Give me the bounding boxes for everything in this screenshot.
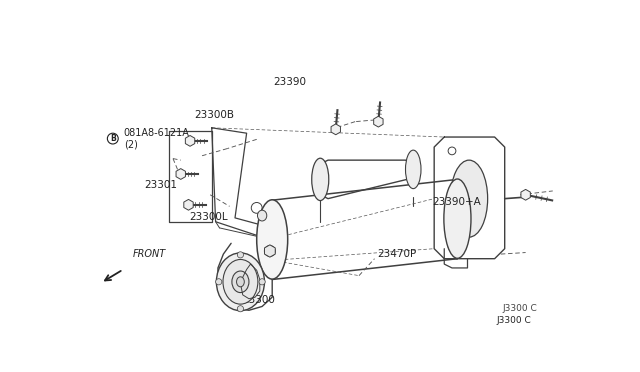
Ellipse shape — [216, 253, 264, 311]
Circle shape — [216, 279, 222, 285]
Text: 23470P: 23470P — [378, 249, 417, 259]
Ellipse shape — [451, 160, 488, 237]
Circle shape — [237, 306, 244, 312]
Text: 23300B: 23300B — [194, 110, 234, 120]
Ellipse shape — [312, 158, 329, 201]
Polygon shape — [186, 135, 195, 146]
Ellipse shape — [406, 150, 421, 189]
Ellipse shape — [444, 179, 471, 258]
Text: J3300 C: J3300 C — [502, 304, 537, 312]
Ellipse shape — [237, 277, 244, 287]
Text: J3300 C: J3300 C — [497, 316, 531, 325]
Ellipse shape — [264, 246, 275, 256]
Text: 23300L: 23300L — [189, 212, 228, 221]
Ellipse shape — [257, 210, 267, 221]
Polygon shape — [521, 189, 531, 200]
Polygon shape — [331, 124, 340, 135]
Polygon shape — [374, 116, 383, 127]
Text: 23390: 23390 — [273, 77, 307, 87]
Polygon shape — [264, 245, 275, 257]
Ellipse shape — [223, 260, 258, 304]
Text: 23301: 23301 — [145, 180, 177, 190]
Ellipse shape — [232, 271, 249, 293]
Text: 23390+A: 23390+A — [432, 197, 481, 207]
Circle shape — [237, 252, 244, 258]
Text: FRONT: FRONT — [132, 249, 166, 259]
Polygon shape — [184, 199, 193, 210]
Text: B: B — [110, 134, 116, 143]
Text: 23300: 23300 — [242, 295, 275, 305]
Circle shape — [259, 279, 265, 285]
Text: 081A8-6121A
(2): 081A8-6121A (2) — [124, 128, 189, 150]
Polygon shape — [176, 169, 186, 179]
Ellipse shape — [257, 200, 288, 279]
